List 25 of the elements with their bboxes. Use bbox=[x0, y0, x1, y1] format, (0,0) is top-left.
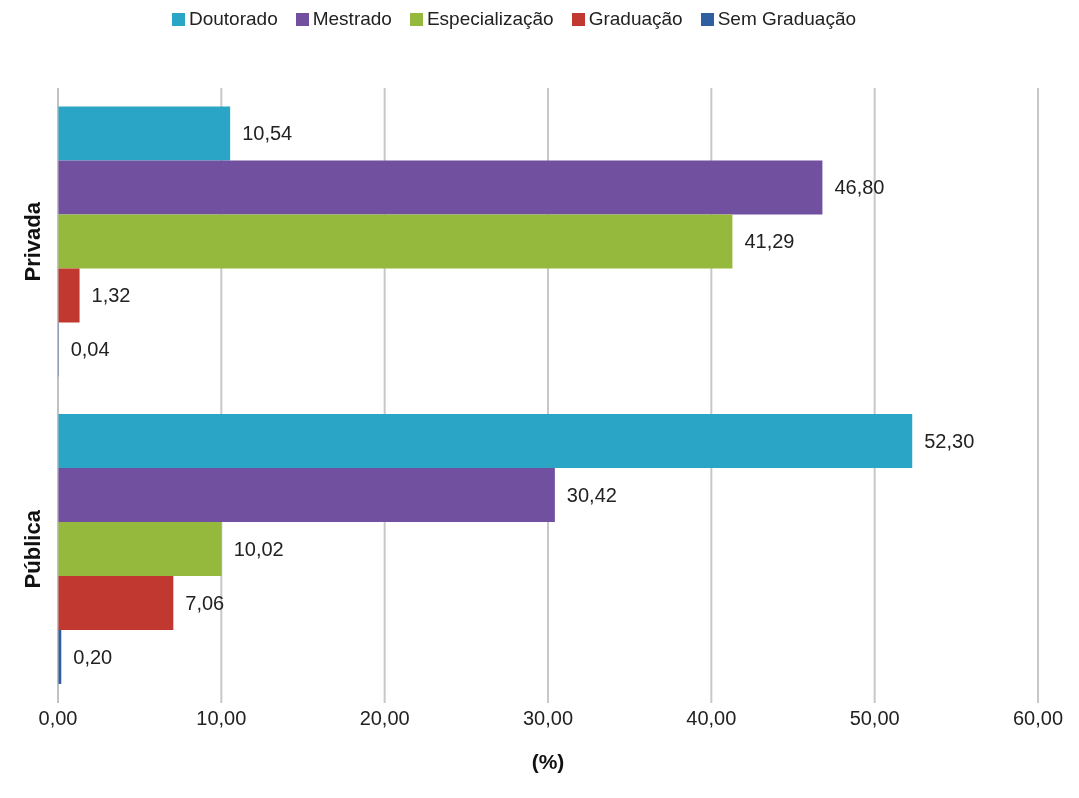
data-label: 52,30 bbox=[924, 429, 975, 452]
data-label: 46,80 bbox=[834, 176, 885, 199]
data-label: 0,20 bbox=[73, 645, 113, 668]
x-tick-label: 0,00 bbox=[38, 707, 78, 730]
x-tick-label: 30,00 bbox=[522, 707, 574, 730]
data-label: 30,42 bbox=[566, 483, 617, 506]
x-tick-label: 40,00 bbox=[686, 707, 737, 730]
legend-label: Mestrado bbox=[312, 8, 392, 29]
legend-label: Graduação bbox=[588, 8, 683, 29]
data-label: 0,04 bbox=[70, 338, 110, 361]
x-tick-label: 60,00 bbox=[1012, 707, 1064, 730]
data-label: 7,06 bbox=[185, 591, 225, 614]
data-label: 10,02 bbox=[233, 537, 284, 560]
y-tick-label: Privada bbox=[20, 201, 45, 282]
data-label: 41,29 bbox=[744, 230, 795, 253]
legend-label: Especialização bbox=[426, 8, 554, 29]
x-tick-label: 20,00 bbox=[359, 707, 410, 730]
data-label: 1,32 bbox=[91, 284, 131, 307]
x-tick-label: 10,00 bbox=[196, 707, 247, 730]
x-tick-label: 50,00 bbox=[849, 707, 900, 730]
legend-label: Doutorado bbox=[188, 8, 278, 29]
legend-label: Sem Graduação bbox=[717, 8, 857, 29]
data-label: 10,54 bbox=[242, 122, 293, 145]
x-axis-title: (%) bbox=[531, 750, 565, 773]
y-tick-label: Pública bbox=[20, 509, 45, 589]
